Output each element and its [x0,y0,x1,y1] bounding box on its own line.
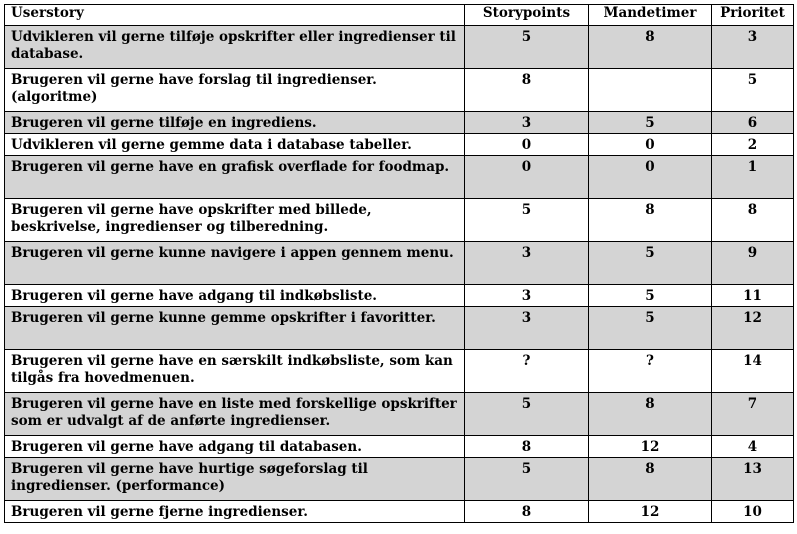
cell-mandetimer: 5 [588,111,712,134]
cell-userstory: Brugeren vil gerne fjerne ingredienser. [4,500,465,523]
table-row: Brugeren vil gerne have adgang til datab… [4,435,794,458]
cell-userstory: Udvikleren vil gerne gemme data i databa… [4,133,465,156]
cell-storypoints: 8 [464,500,589,523]
userstory-table: Userstory Storypoints Mandetimer Priorit… [4,4,794,523]
table-row: Brugeren vil gerne have en liste med for… [4,392,794,436]
cell-userstory: Brugeren vil gerne have opskrifter med b… [4,198,465,242]
table-row: Brugeren vil gerne kunne gemme opskrifte… [4,306,794,350]
cell-storypoints: 5 [464,457,589,501]
cell-prioritet: 10 [711,500,794,523]
header-mandetimer: Mandetimer [588,4,712,26]
cell-userstory: Brugeren vil gerne have adgang til datab… [4,435,465,458]
table-body: Udvikleren vil gerne tilføje opskrifter … [4,25,794,523]
cell-storypoints: 8 [464,435,589,458]
cell-mandetimer: 8 [588,198,712,242]
cell-userstory: Brugeren vil gerne have en liste med for… [4,392,465,436]
cell-mandetimer [588,68,712,112]
cell-storypoints: 0 [464,155,589,199]
cell-prioritet: 12 [711,306,794,350]
cell-userstory: Brugeren vil gerne have forslag til ingr… [4,68,465,112]
cell-userstory: Brugeren vil gerne have hurtige søgefors… [4,457,465,501]
cell-prioritet: 9 [711,241,794,285]
cell-prioritet: 2 [711,133,794,156]
cell-mandetimer: 5 [588,241,712,285]
cell-mandetimer: 8 [588,457,712,501]
cell-storypoints: 0 [464,133,589,156]
cell-storypoints: 3 [464,111,589,134]
cell-prioritet: 1 [711,155,794,199]
table-row: Udvikleren vil gerne tilføje opskrifter … [4,25,794,69]
cell-storypoints: 5 [464,392,589,436]
cell-storypoints: 5 [464,25,589,69]
cell-mandetimer: 5 [588,306,712,350]
cell-prioritet: 13 [711,457,794,501]
table-row: Brugeren vil gerne tilføje en ingrediens… [4,111,794,134]
cell-prioritet: 7 [711,392,794,436]
table-row: Brugeren vil gerne have opskrifter med b… [4,198,794,242]
cell-mandetimer: 0 [588,133,712,156]
cell-userstory: Brugeren vil gerne have en særskilt indk… [4,349,465,393]
table-row: Brugeren vil gerne have hurtige søgefors… [4,457,794,501]
cell-userstory: Udvikleren vil gerne tilføje opskrifter … [4,25,465,69]
cell-mandetimer: ? [588,349,712,393]
cell-userstory: Brugeren vil gerne have adgang til indkø… [4,284,465,307]
cell-mandetimer: 12 [588,500,712,523]
header-row: Userstory Storypoints Mandetimer Priorit… [4,4,794,26]
cell-mandetimer: 12 [588,435,712,458]
cell-storypoints: 3 [464,284,589,307]
header-prioritet: Prioritet [711,4,794,26]
cell-prioritet: 5 [711,68,794,112]
table-row: Brugeren vil gerne kunne navigere i appe… [4,241,794,285]
table-row: Brugeren vil gerne have adgang til indkø… [4,284,794,307]
cell-mandetimer: 0 [588,155,712,199]
table-row: Brugeren vil gerne have en grafisk overf… [4,155,794,199]
cell-storypoints: 3 [464,241,589,285]
cell-storypoints: 8 [464,68,589,112]
cell-prioritet: 6 [711,111,794,134]
cell-prioritet: 11 [711,284,794,307]
cell-mandetimer: 8 [588,25,712,69]
cell-storypoints: 5 [464,198,589,242]
cell-prioritet: 14 [711,349,794,393]
cell-storypoints: 3 [464,306,589,350]
cell-prioritet: 4 [711,435,794,458]
cell-prioritet: 3 [711,25,794,69]
cell-prioritet: 8 [711,198,794,242]
cell-userstory: Brugeren vil gerne kunne navigere i appe… [4,241,465,285]
header-userstory: Userstory [4,4,465,26]
table-row: Brugeren vil gerne have forslag til ingr… [4,68,794,112]
table-row: Udvikleren vil gerne gemme data i databa… [4,133,794,156]
header-storypoints: Storypoints [464,4,589,26]
table-row: Brugeren vil gerne fjerne ingredienser. 8… [4,500,794,523]
cell-mandetimer: 8 [588,392,712,436]
cell-mandetimer: 5 [588,284,712,307]
cell-userstory: Brugeren vil gerne tilføje en ingrediens… [4,111,465,134]
cell-userstory: Brugeren vil gerne kunne gemme opskrifte… [4,306,465,350]
table-row: Brugeren vil gerne have en særskilt indk… [4,349,794,393]
cell-userstory: Brugeren vil gerne have en grafisk overf… [4,155,465,199]
cell-storypoints: ? [464,349,589,393]
